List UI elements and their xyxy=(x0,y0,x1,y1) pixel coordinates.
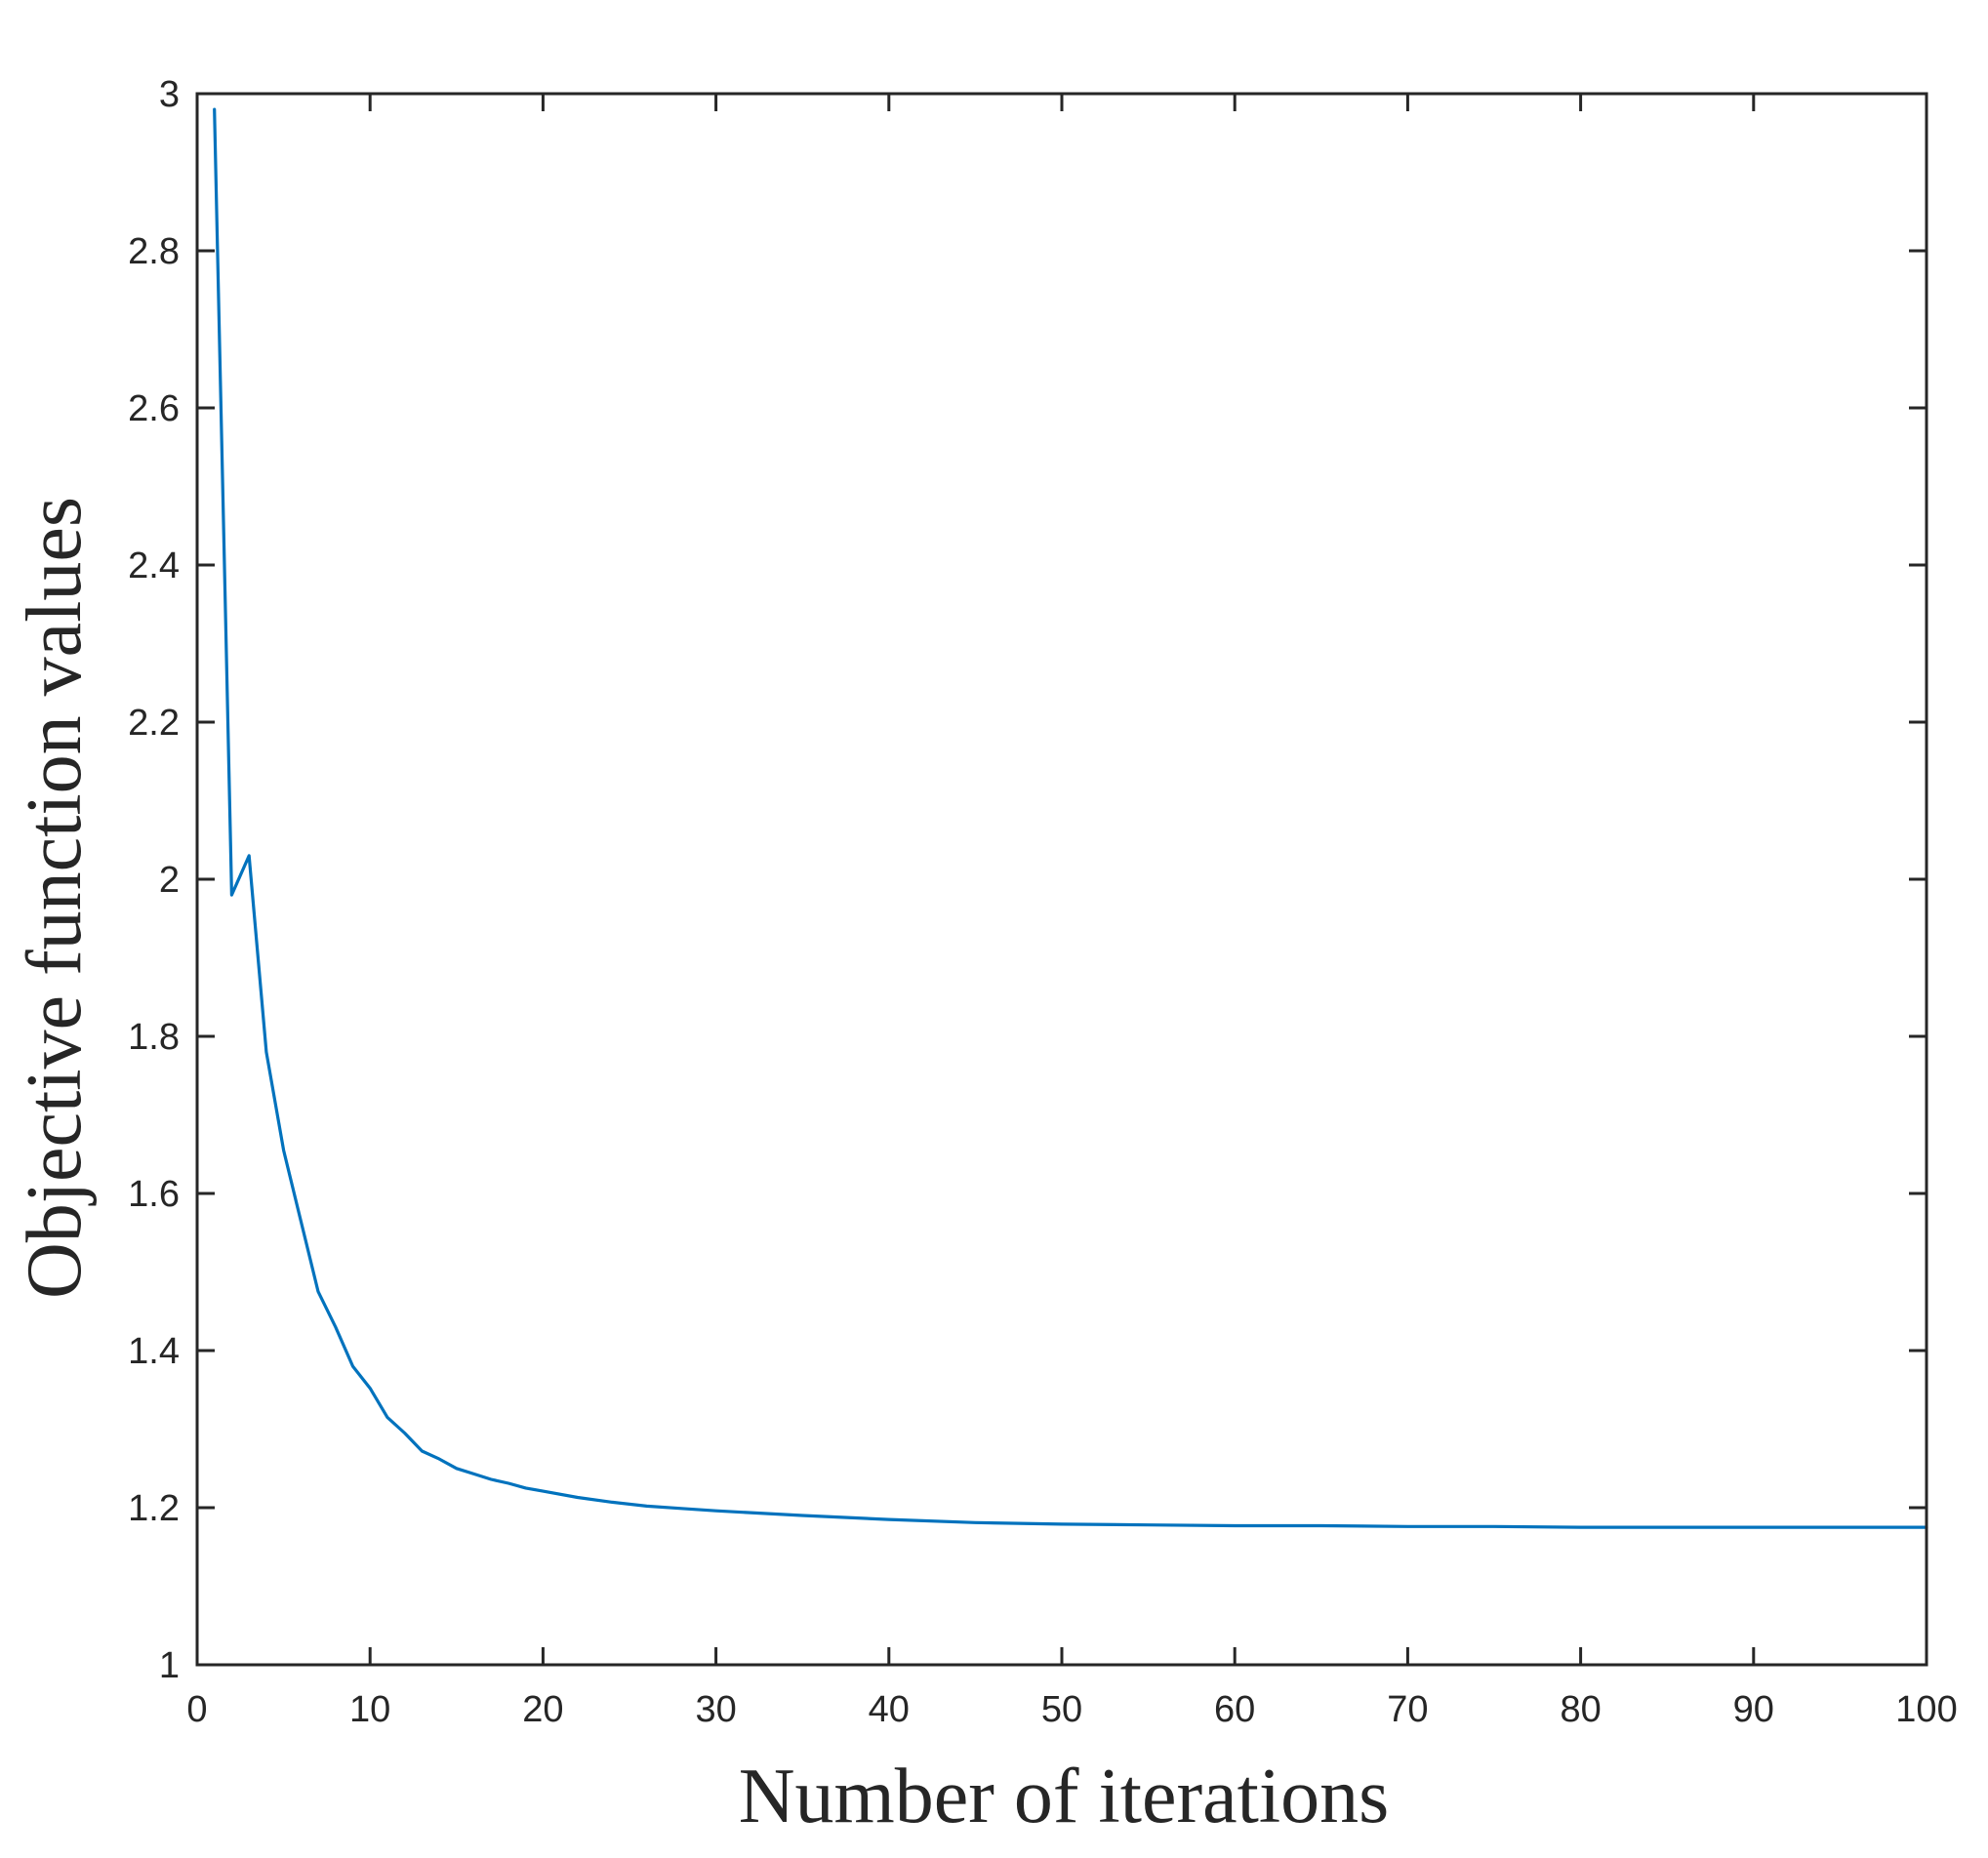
x-axis-title: Number of iterations xyxy=(739,1754,1389,1839)
y-tick-label: 2.4 xyxy=(128,545,180,586)
x-tick-label: 40 xyxy=(869,1689,910,1730)
y-tick-label: 1.6 xyxy=(128,1174,180,1215)
x-tick-label: 10 xyxy=(349,1689,390,1730)
x-tick-label: 0 xyxy=(186,1689,207,1730)
y-tick-label: 3 xyxy=(159,74,180,115)
plot-area-frame xyxy=(195,92,1928,1667)
y-tick-label: 2.8 xyxy=(128,231,180,272)
axis-ticks xyxy=(195,92,1928,1667)
series-layer xyxy=(213,107,1928,1529)
x-tick-label: 70 xyxy=(1387,1689,1428,1730)
x-tick-label: 80 xyxy=(1560,1689,1601,1730)
x-tick-label: 50 xyxy=(1041,1689,1082,1730)
x-tick-label: 100 xyxy=(1895,1689,1957,1730)
y-axis-title: Objective function values xyxy=(12,497,98,1299)
tick-labels: 0 10 20 30 40 50 60 70 80 90 100 1 1.2 1.4 1.6 1.8 2 2.2 2… xyxy=(128,74,1958,1730)
y-tick-label: 2 xyxy=(159,860,180,901)
series-line xyxy=(213,107,1928,1529)
y-tick-label: 1.2 xyxy=(128,1488,180,1529)
y-tick-label: 1.8 xyxy=(128,1017,180,1058)
y-tick-label: 2.2 xyxy=(128,703,180,744)
x-tick-label: 60 xyxy=(1214,1689,1255,1730)
x-tick-label: 20 xyxy=(522,1689,563,1730)
y-tick-label: 1.4 xyxy=(128,1331,180,1372)
y-tick-label: 1 xyxy=(159,1645,180,1686)
x-tick-label: 30 xyxy=(695,1689,736,1730)
y-tick-label: 2.6 xyxy=(128,388,180,429)
x-tick-label: 90 xyxy=(1733,1689,1774,1730)
